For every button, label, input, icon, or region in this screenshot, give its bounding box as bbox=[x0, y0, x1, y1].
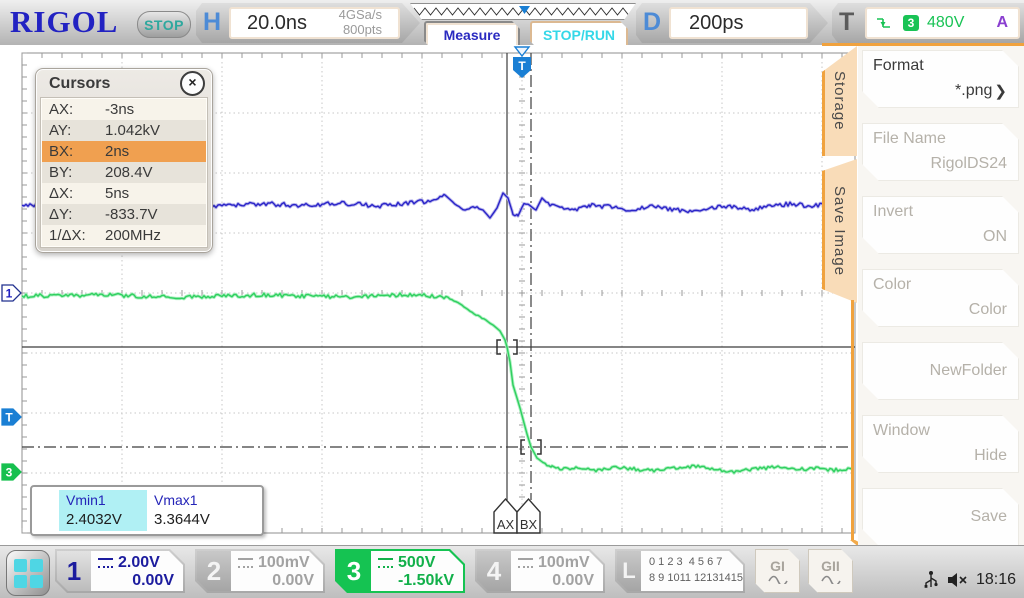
trigger-position-marker[interactable]: T bbox=[513, 46, 531, 78]
trigger-mode-auto: A bbox=[996, 14, 1008, 31]
cursor-cross-bracket bbox=[537, 439, 542, 455]
dc-coupling-icon bbox=[378, 558, 393, 568]
cursors-panel-title: Cursors bbox=[49, 74, 111, 92]
tab-save-image[interactable]: Save Image bbox=[822, 159, 857, 303]
speaker-muted-icon bbox=[947, 573, 967, 587]
cursor-bx-tag[interactable]: BX bbox=[516, 497, 541, 534]
zigzag-waveform-icon bbox=[411, 4, 635, 19]
falling-edge-trigger-icon bbox=[875, 15, 893, 31]
menu-item-color[interactable]: Color Color bbox=[862, 269, 1019, 327]
trigger-source-badge: 3 bbox=[903, 15, 919, 31]
scope-graticule-svg: T 1 T 3 AX BX bbox=[1, 46, 856, 534]
channel-1-position-marker-label: 1 bbox=[6, 287, 13, 301]
grid-icon bbox=[13, 558, 43, 588]
generator-1-button[interactable]: GI bbox=[755, 549, 800, 593]
channel-4-button[interactable]: 4 100mV 0.00V bbox=[475, 549, 605, 593]
trigger-level-marker[interactable]: T bbox=[1, 408, 22, 426]
channel-1-position-marker[interactable]: 1 bbox=[1, 284, 22, 302]
menu-item-save[interactable]: Save bbox=[862, 488, 1019, 546]
horizontal-timebase-tile[interactable]: H 20.0ns 4GSa/s 800pts bbox=[196, 3, 420, 43]
trigger-position-label: T bbox=[518, 59, 526, 73]
channel-3-button[interactable]: 3 500V -1.50kV bbox=[335, 549, 465, 593]
cursor-row-ax: AX: -3ns bbox=[42, 99, 206, 120]
status-tray: 18:16 bbox=[923, 570, 1016, 590]
trace-ch3 bbox=[21, 291, 855, 475]
menu-item-window[interactable]: Window Hide bbox=[862, 415, 1019, 473]
d-label: D bbox=[643, 8, 662, 36]
dc-coupling-icon bbox=[98, 558, 113, 568]
cursors-readout-panel[interactable]: Cursors × AX: -3ns AY: 1.042kV BX: 2ns BY: 2… bbox=[35, 68, 213, 253]
measurement-vmax1[interactable]: Vmax1 3.3644V bbox=[154, 492, 210, 528]
cursor-row-by: BY: 208.4V bbox=[42, 162, 206, 183]
trigger-level-value: 480V bbox=[927, 14, 965, 31]
cursor-row-inv-dx: 1/ΔX: 200MHz bbox=[42, 225, 206, 246]
cursor-cross-bracket bbox=[496, 339, 501, 355]
dc-coupling-icon bbox=[238, 558, 253, 568]
t-label: T bbox=[839, 8, 855, 36]
tab-storage[interactable]: Storage bbox=[822, 46, 857, 156]
menu-item-format[interactable]: Format *.png ❯ bbox=[862, 50, 1019, 108]
menu-item-invert[interactable]: Invert ON bbox=[862, 196, 1019, 254]
generator-2-button[interactable]: GII bbox=[808, 549, 853, 593]
cursor-cross-bracket bbox=[520, 439, 525, 455]
cursor-cross-bracket bbox=[513, 339, 518, 355]
trigger-level-marker-label: T bbox=[5, 411, 13, 425]
sine-wave-icon bbox=[820, 574, 842, 584]
cursor-row-dx: ΔX: 5ns bbox=[42, 183, 206, 204]
logic-channels-button[interactable]: L 0 1 2 3 4 5 6 7 8 9 1011 12131415 bbox=[615, 549, 745, 593]
cursor-row-bx: BX: 2ns bbox=[42, 141, 206, 162]
channel-status-bar: 1 2.00V 0.00V 2 100mV 0.00V 3 bbox=[0, 545, 1024, 598]
usb-icon bbox=[924, 571, 938, 588]
trigger-tile[interactable]: T 3 480V A bbox=[832, 3, 1024, 43]
dc-coupling-icon bbox=[518, 558, 533, 568]
sine-wave-icon bbox=[767, 574, 789, 584]
timebase-value: 20.0ns bbox=[247, 11, 308, 34]
delay-value: 200ps bbox=[689, 11, 744, 34]
channel-1-button[interactable]: 1 2.00V 0.00V bbox=[55, 549, 185, 593]
run-state-indicator: STOP bbox=[137, 11, 191, 38]
submenu-arrow-icon: ❯ bbox=[994, 83, 1007, 100]
channel-3-position-marker-label: 3 bbox=[6, 466, 13, 480]
cursor-ax-tag-label: AX bbox=[497, 517, 515, 532]
trigger-position-pointer bbox=[519, 6, 530, 14]
close-icon[interactable]: × bbox=[180, 71, 205, 96]
delay-tile[interactable]: D 200ps bbox=[636, 3, 828, 43]
cursor-ax-tag[interactable]: AX bbox=[493, 497, 518, 534]
cursor-bx-tag-label: BX bbox=[520, 517, 538, 532]
sample-rate-memory-depth: 4GSa/s 800pts bbox=[338, 7, 382, 37]
cursor-lines[interactable] bbox=[22, 53, 855, 500]
menu-left-border bbox=[851, 300, 854, 540]
cursors-values-list: AX: -3ns AY: 1.042kV BX: 2ns BY: 208.4V ΔX: 5… bbox=[41, 98, 207, 247]
measure-button[interactable]: Measure bbox=[424, 21, 520, 49]
h-label: H bbox=[203, 8, 222, 36]
logic-channel-numbers: 0 1 2 3 4 5 6 7 8 9 1011 12131415 bbox=[641, 551, 743, 591]
measurement-results-panel: Vmin1 2.4032V Vmax1 3.3644V bbox=[30, 485, 264, 536]
top-status-bar: RIGOL STOP H 20.0ns 4GSa/s 800pts Measur… bbox=[0, 0, 1024, 46]
storage-menu-panel: Format *.png ❯ File Name RigolDS24 Invert… bbox=[858, 46, 1024, 556]
rigol-logo: RIGOL bbox=[10, 4, 119, 39]
menu-grid-button[interactable] bbox=[6, 550, 50, 596]
menu-top-border bbox=[822, 43, 1024, 46]
stop-run-button[interactable]: STOP/RUN bbox=[530, 21, 628, 49]
channel-2-button[interactable]: 2 100mV 0.00V bbox=[195, 549, 325, 593]
measurement-vmin1[interactable]: Vmin1 2.4032V bbox=[59, 490, 147, 531]
menu-item-new-folder[interactable]: NewFolder bbox=[862, 342, 1019, 400]
cursor-row-ay: AY: 1.042kV bbox=[42, 120, 206, 141]
cursor-row-dy: ΔY: -833.7V bbox=[42, 204, 206, 225]
menu-item-file-name[interactable]: File Name RigolDS24 bbox=[862, 123, 1019, 181]
horizontal-position-indicator[interactable] bbox=[410, 3, 636, 20]
clock: 18:16 bbox=[975, 571, 1016, 588]
channel-3-position-marker[interactable]: 3 bbox=[1, 463, 22, 481]
